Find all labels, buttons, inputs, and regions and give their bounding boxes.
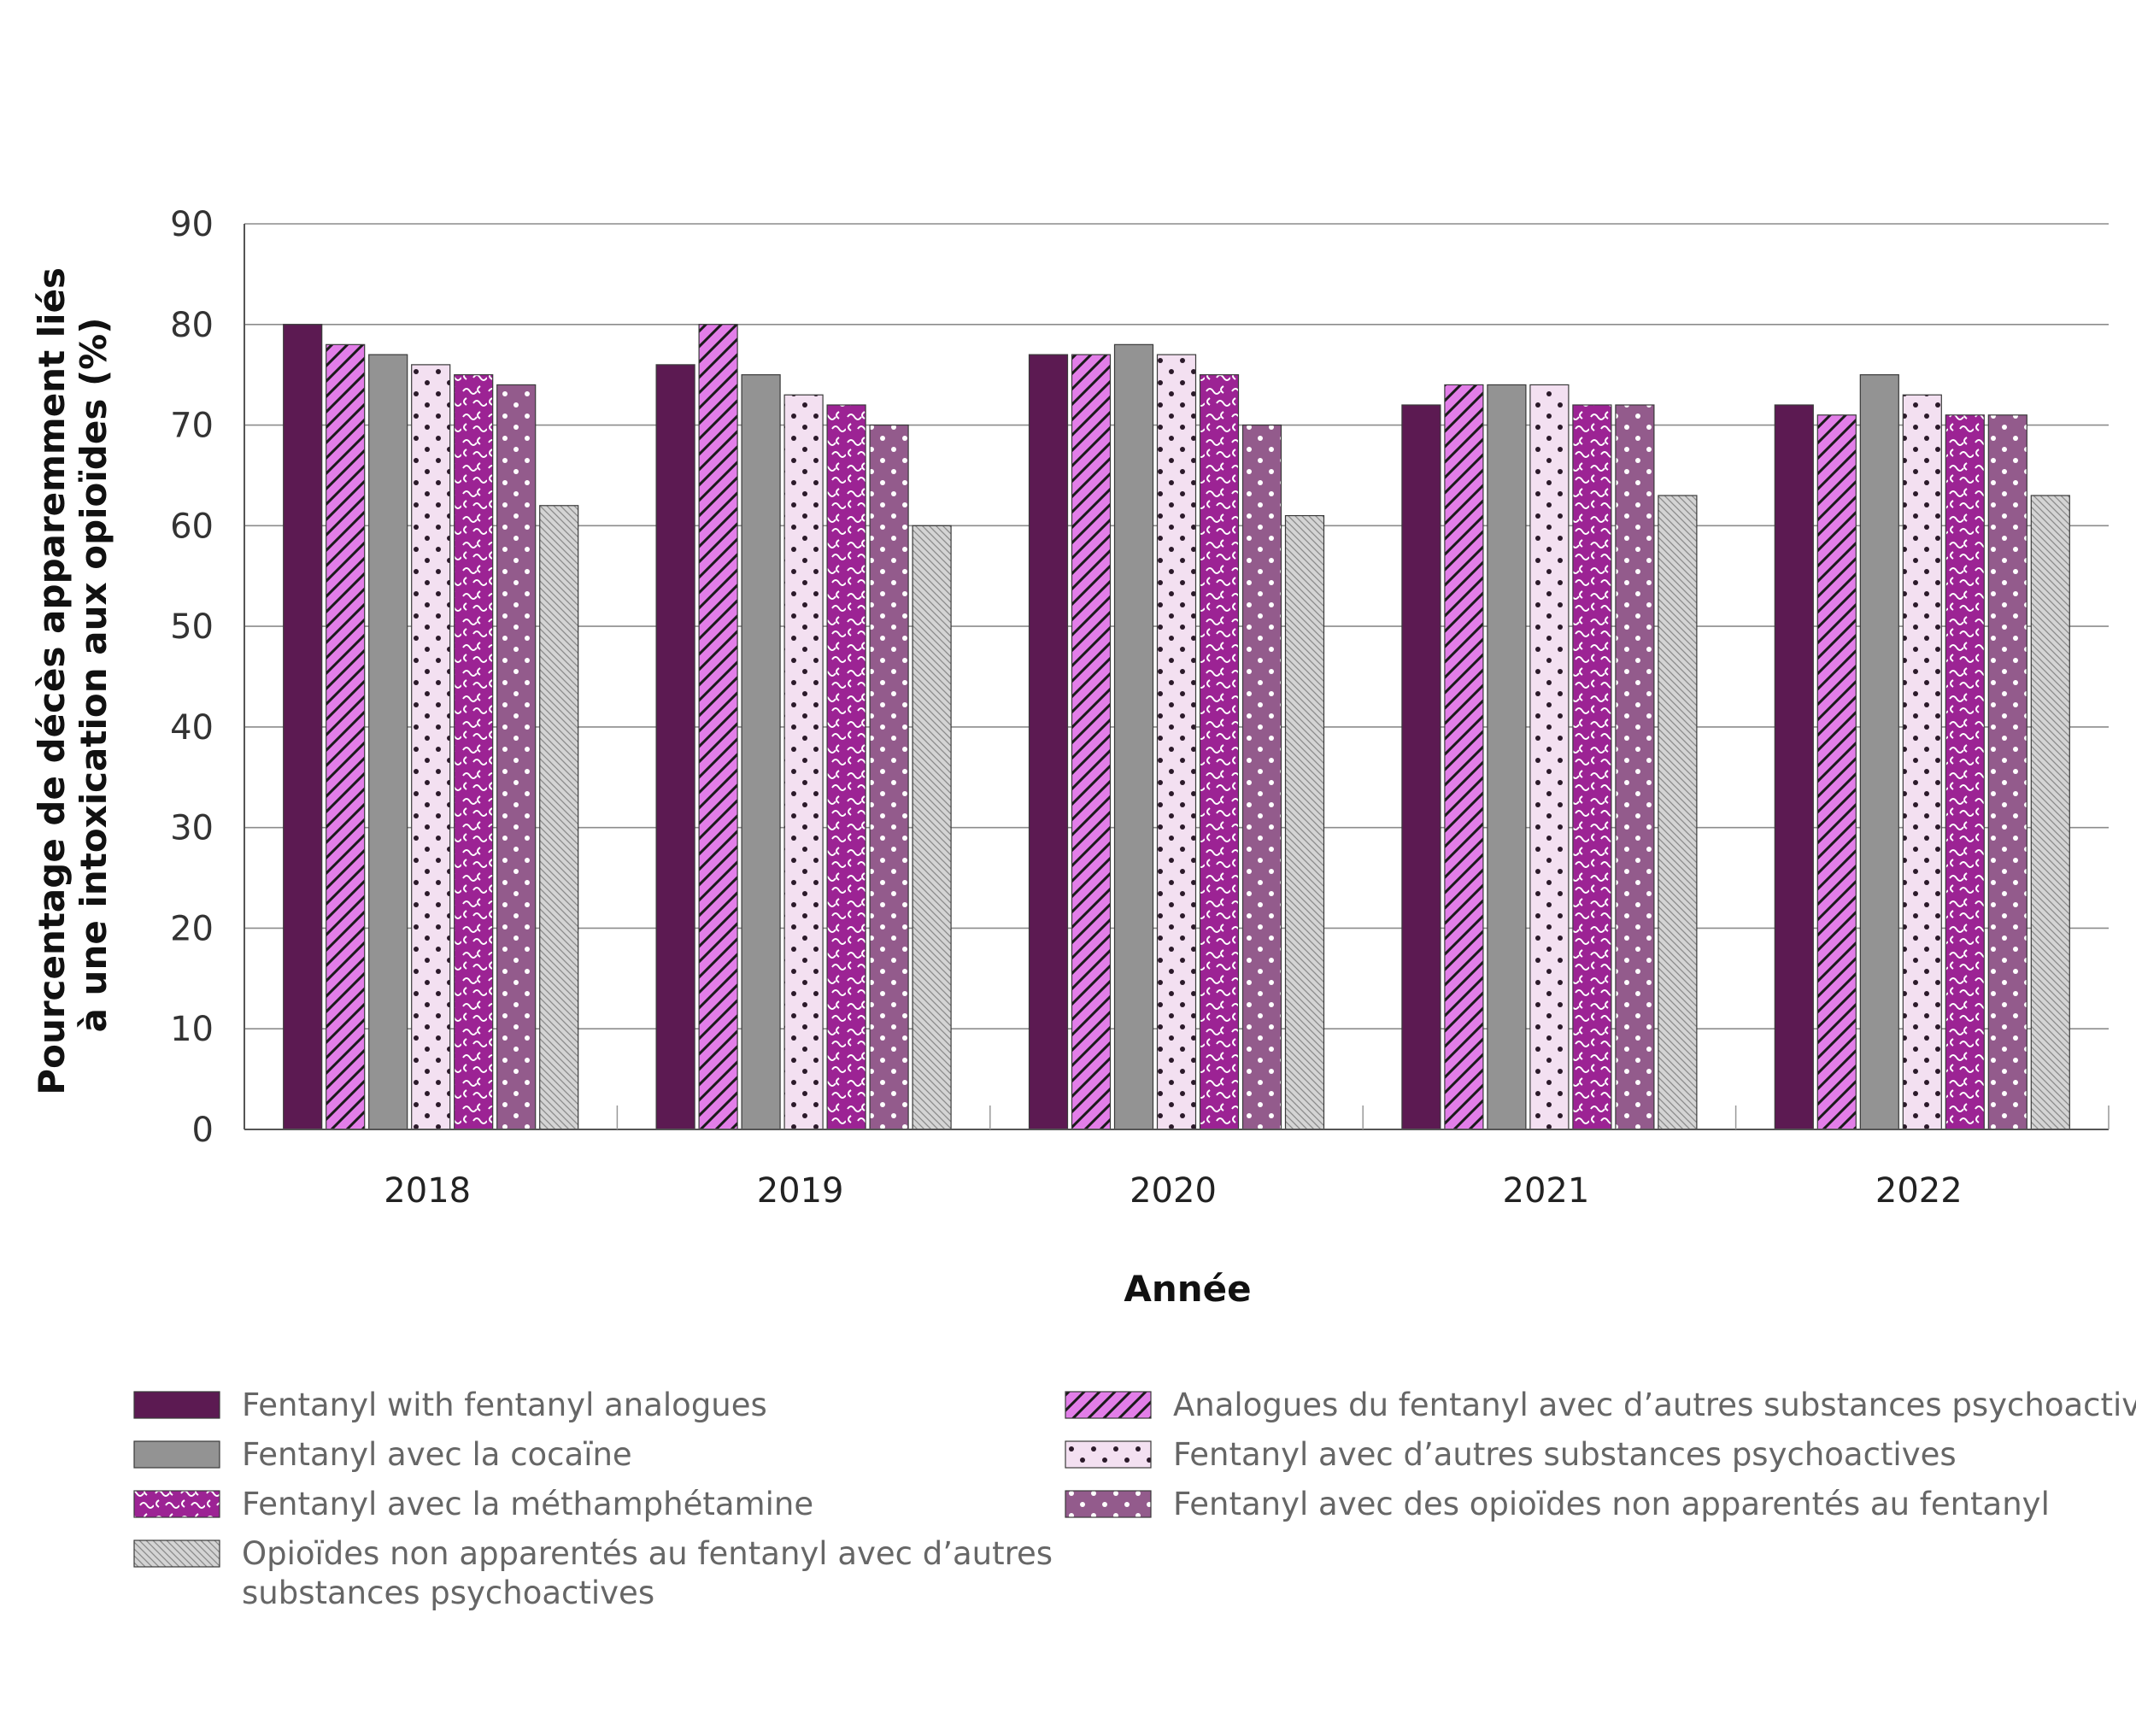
y-tick-label: 50 bbox=[170, 607, 214, 647]
x-tick-label: 2022 bbox=[1875, 1171, 1963, 1211]
x-tick-labels: 2018 2019 2020 2021 2022 bbox=[384, 1171, 1962, 1211]
bar-2018-series-3 bbox=[411, 364, 451, 1130]
bar-2021-series-1 bbox=[1444, 384, 1484, 1130]
x-tick-label: 2019 bbox=[757, 1171, 844, 1211]
legend-label-series-6: Opioïdes non apparentés au fentanyl avec… bbox=[242, 1535, 1053, 1611]
y-axis-title: Pourcentage de décès apparemment liés à … bbox=[31, 255, 114, 1094]
bar-2020-series-6 bbox=[1284, 514, 1325, 1130]
y-tick-label: 90 bbox=[170, 205, 214, 244]
legend-label-series-1: Analogues du fentanyl avec d’autres subs… bbox=[1173, 1387, 2136, 1423]
y-tick-label: 70 bbox=[170, 407, 214, 446]
bar-2019-series-3 bbox=[783, 394, 824, 1130]
bar-2018-series-1 bbox=[326, 343, 366, 1130]
bar-2019-series-4 bbox=[826, 404, 866, 1130]
axes bbox=[244, 224, 2110, 1130]
bar-2022-series-5 bbox=[1987, 414, 2027, 1130]
bar-2018-series-0 bbox=[283, 324, 323, 1130]
bar-2022-series-3 bbox=[1902, 394, 1942, 1130]
legend-swatch-series-3 bbox=[1065, 1440, 1152, 1469]
y-tick-label: 30 bbox=[170, 809, 214, 848]
bar-2020-series-5 bbox=[1241, 424, 1282, 1130]
bar-2021-series-5 bbox=[1615, 404, 1655, 1130]
bar-2020-series-0 bbox=[1028, 354, 1069, 1130]
bar-2020-series-2 bbox=[1113, 343, 1154, 1130]
bar-2022-series-1 bbox=[1816, 414, 1857, 1130]
bar-2021-series-6 bbox=[1658, 495, 1698, 1130]
legend-label-series-3: Fentanyl avec d’autres substances psycho… bbox=[1173, 1436, 1957, 1473]
y-tick-label: 20 bbox=[170, 909, 214, 948]
bar-2018-series-4 bbox=[454, 374, 494, 1130]
y-tick-label: 60 bbox=[170, 507, 214, 546]
y-tick-label: 0 bbox=[192, 1111, 214, 1150]
bar-2019-series-0 bbox=[655, 364, 695, 1130]
legend-swatch-series-4 bbox=[133, 1490, 220, 1518]
bar-2022-series-4 bbox=[1945, 414, 1985, 1130]
legend: Fentanyl with fentanyl analogues Fentanyl… bbox=[133, 1387, 2136, 1611]
legend-swatch-series-2 bbox=[133, 1440, 220, 1469]
bar-2022-series-0 bbox=[1774, 404, 1814, 1130]
x-tick-label: 2018 bbox=[384, 1171, 471, 1211]
legend-label-series-0: Fentanyl with fentanyl analogues bbox=[242, 1387, 767, 1423]
y-axis-title-line-2: à une intoxication aux opioïdes (%) bbox=[73, 318, 114, 1033]
legend-swatch-series-5 bbox=[1065, 1490, 1152, 1518]
bar-2022-series-6 bbox=[2030, 495, 2070, 1130]
y-tick-labels: 0 10 20 30 40 50 60 70 80 90 bbox=[170, 205, 214, 1150]
bar-2021-series-3 bbox=[1529, 384, 1570, 1130]
x-axis-title: Année bbox=[1124, 1268, 1251, 1310]
bar-2020-series-4 bbox=[1199, 374, 1240, 1130]
bar-2022-series-2 bbox=[1859, 374, 1899, 1130]
bar-2020-series-3 bbox=[1156, 354, 1197, 1130]
x-tick-label: 2021 bbox=[1503, 1171, 1590, 1211]
y-tick-label: 10 bbox=[170, 1010, 214, 1049]
bar-2018-series-6 bbox=[539, 505, 579, 1130]
bar-2019-series-5 bbox=[869, 424, 909, 1130]
bars bbox=[283, 324, 2070, 1130]
y-tick-label: 40 bbox=[170, 708, 214, 748]
bar-2021-series-4 bbox=[1572, 404, 1612, 1130]
legend-swatch-series-0 bbox=[133, 1391, 220, 1419]
bar-2019-series-2 bbox=[741, 374, 781, 1130]
y-axis-title-line-1: Pourcentage de décès apparemment liés bbox=[31, 267, 73, 1095]
legend-swatch-series-6 bbox=[133, 1540, 220, 1568]
legend-label-series-2: Fentanyl avec la cocaïne bbox=[242, 1436, 632, 1473]
legend-label-series-5: Fentanyl avec des opioïdes non apparenté… bbox=[1173, 1486, 2050, 1522]
legend-swatch-series-1 bbox=[1065, 1391, 1152, 1419]
bar-2019-series-1 bbox=[698, 324, 738, 1130]
y-tick-label: 80 bbox=[170, 306, 214, 345]
bar-2019-series-6 bbox=[912, 525, 952, 1130]
bar-2018-series-5 bbox=[496, 384, 537, 1130]
bar-2021-series-0 bbox=[1401, 404, 1441, 1130]
bar-2020-series-1 bbox=[1071, 354, 1112, 1130]
bar-2018-series-2 bbox=[368, 354, 408, 1130]
bar-2021-series-2 bbox=[1487, 384, 1527, 1130]
legend-label-series-4: Fentanyl avec la méthamphétamine bbox=[242, 1486, 813, 1522]
x-tick-label: 2020 bbox=[1130, 1171, 1217, 1211]
